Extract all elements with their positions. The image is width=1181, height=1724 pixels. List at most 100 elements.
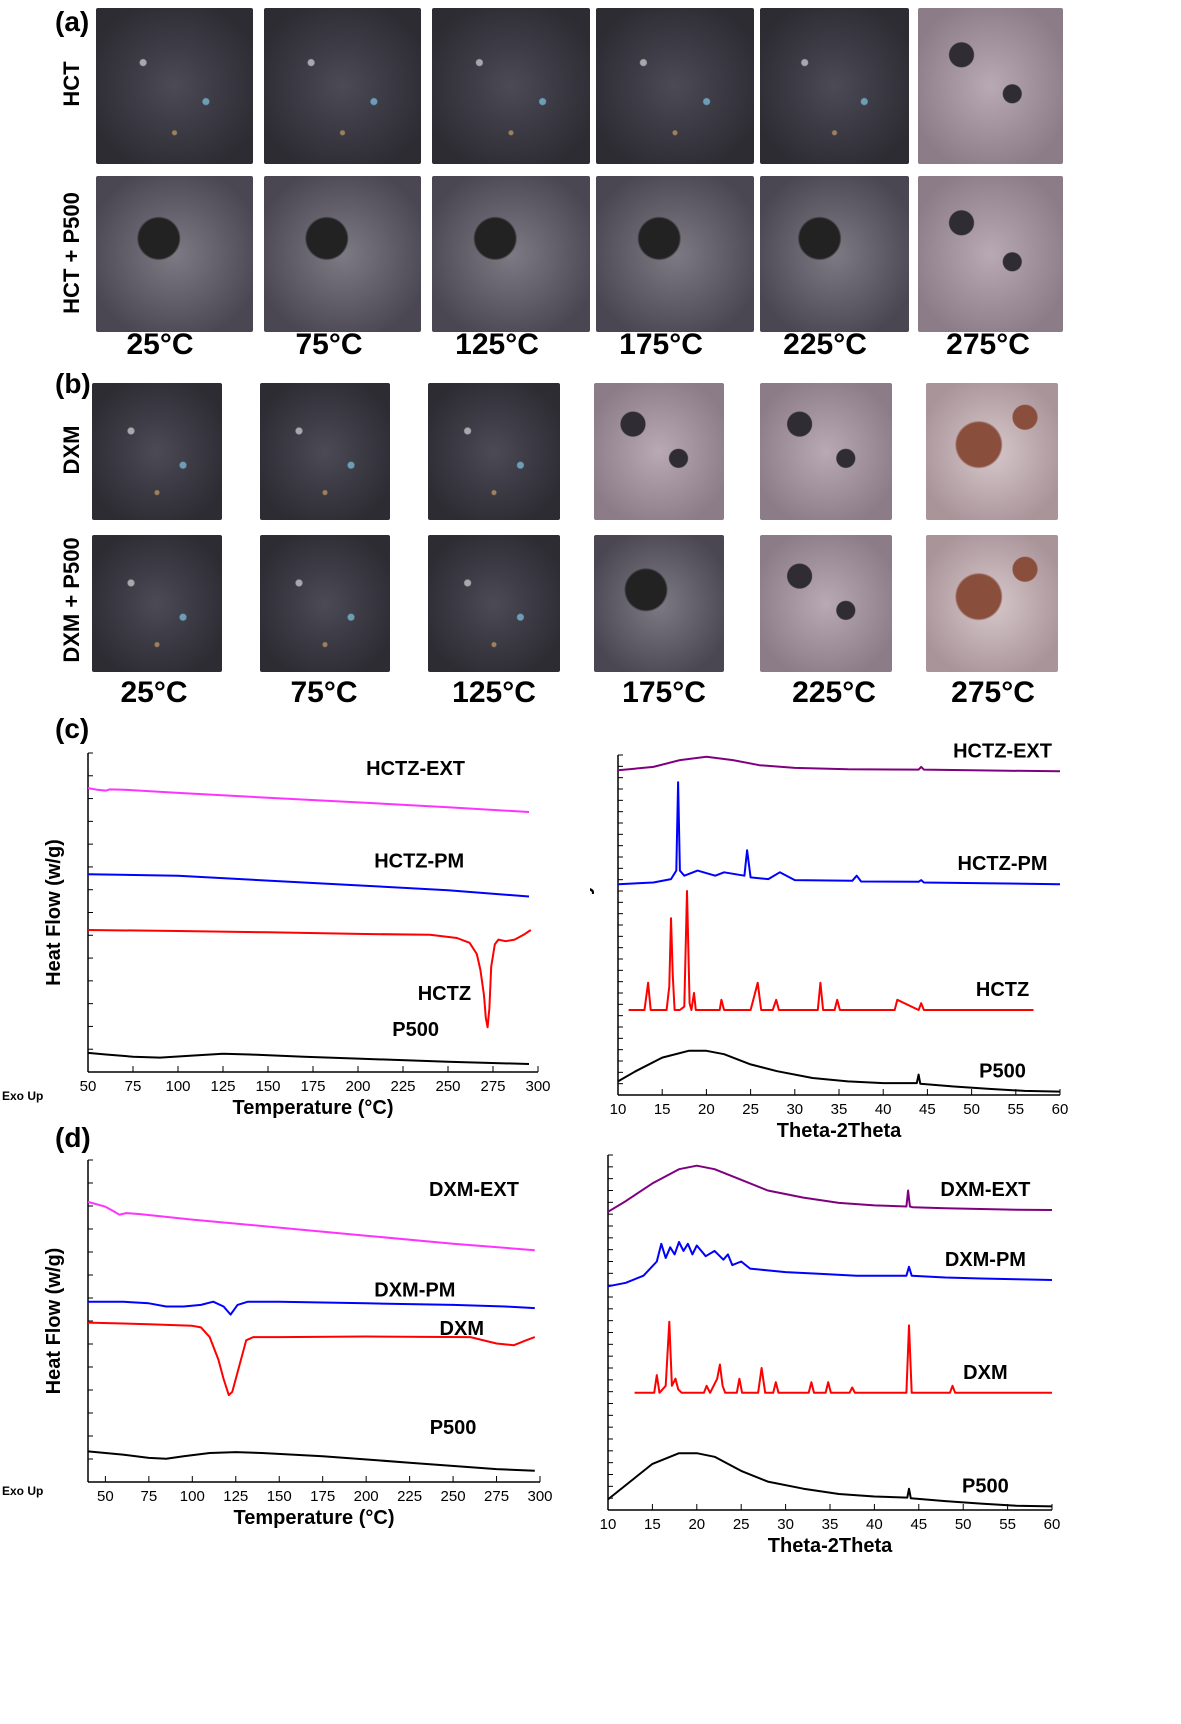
series-label: HCTZ-EXT [953, 740, 1052, 762]
panel-c-label: (c) [55, 713, 90, 744]
series-label: P500 [962, 1475, 1009, 1497]
x-tick-label: 275 [484, 1488, 509, 1505]
y-axis-title: Heat Flow (w/g) [43, 1248, 65, 1395]
x-tick-label: 20 [688, 1516, 705, 1533]
series-label: P500 [392, 1019, 439, 1041]
temp-label: 175°C [622, 676, 706, 709]
x-tick-label: 100 [180, 1488, 205, 1505]
series-label: DXM-PM [945, 1249, 1026, 1271]
x-tick-label: 125 [223, 1488, 248, 1505]
series-line-p500 [617, 1049, 1061, 1093]
micrograph-image [918, 8, 1063, 164]
x-tick-label: 55 [1007, 1101, 1024, 1118]
x-tick-label: 45 [919, 1101, 936, 1118]
series-line-dxm-pm [607, 1241, 1053, 1288]
exo-up-label: Exo Up [2, 1484, 43, 1498]
x-tick-label: 40 [866, 1516, 883, 1533]
series-line-dxm-ext [87, 1200, 535, 1252]
series-line-hctz [628, 890, 1034, 1011]
series-line-dxm-pm [88, 1300, 535, 1316]
series-label: HCTZ [976, 979, 1029, 1001]
y-axis-title: Heat Flow (w/g) [43, 839, 65, 986]
micrograph-image [760, 535, 892, 672]
series-label: HCTZ-EXT [366, 758, 465, 780]
x-tick-label: 25 [733, 1516, 750, 1533]
dsc-chart-hctz: 50 75 100 125 150 175 200 225 250 275 300 Temperatu… [2, 752, 551, 1119]
series-line-p500 [87, 1051, 530, 1065]
temp-label: 275°C [951, 676, 1035, 709]
x-axis-title: Theta-2Theta [768, 1535, 893, 1557]
x-axis-title: Theta-2Theta [777, 1120, 902, 1142]
series-label: DXM [440, 1318, 484, 1340]
x-tick-label: 10 [610, 1101, 627, 1118]
series-line-hctz [87, 929, 532, 1029]
series-label: P500 [979, 1061, 1026, 1083]
micrograph-image [260, 383, 390, 520]
x-tick-label: 225 [397, 1488, 422, 1505]
micrograph-image [926, 535, 1058, 672]
x-axis-title: Temperature (°C) [234, 1507, 395, 1529]
series-label: DXM-EXT [429, 1179, 519, 1201]
micrograph-image [432, 8, 590, 164]
x-tick-label: 250 [435, 1078, 460, 1095]
series-label: DXM-PM [374, 1280, 455, 1302]
micrograph-image [96, 176, 253, 332]
micrograph-image [92, 383, 222, 520]
series-line-hctz-ext [617, 755, 1061, 773]
x-tick-label: 275 [480, 1078, 505, 1095]
x-tick-label: 50 [963, 1101, 980, 1118]
dsc-chart-dxm: 50 75 100 125 150 175 200 225 250 275 300 Temperatu… [2, 1159, 553, 1529]
panel-d-label: (d) [55, 1122, 91, 1153]
x-tick-label: 175 [300, 1078, 325, 1095]
xrd-chart-dxm: 1015202530354045505560Theta-2ThetaIntens… [600, 1154, 1061, 1557]
x-tick-label: 300 [527, 1488, 552, 1505]
series-line-p500 [87, 1450, 535, 1472]
micrograph-image [428, 383, 560, 520]
x-tick-label: 50 [80, 1078, 97, 1095]
micrograph-image [432, 176, 590, 332]
series-label: HCTZ [418, 983, 471, 1005]
x-tick-label: 150 [255, 1078, 280, 1095]
temp-label: 25°C [120, 676, 188, 709]
temp-label: 25°C [126, 328, 194, 361]
series-label: HCTZ-PM [374, 850, 464, 872]
x-tick-label: 30 [777, 1516, 794, 1533]
temp-label: 275°C [946, 328, 1030, 361]
x-tick-label: 25 [742, 1101, 759, 1118]
series-line-p500 [607, 1452, 1053, 1508]
micrograph-image [260, 535, 390, 672]
row-label-dxm: DXM [59, 425, 84, 475]
temp-label: 225°C [792, 676, 876, 709]
micrograph-image [264, 176, 421, 332]
x-tick-label: 10 [600, 1516, 617, 1533]
x-tick-label: 20 [698, 1101, 715, 1118]
series-line-dxm [634, 1320, 1052, 1394]
micrograph-image [760, 176, 909, 332]
x-tick-label: 225 [390, 1078, 415, 1095]
x-tick-label: 60 [1052, 1101, 1069, 1118]
series-line-hctz-pm [617, 781, 1061, 886]
x-tick-label: 125 [210, 1078, 235, 1095]
series-label: DXM-EXT [940, 1179, 1030, 1201]
x-tick-label: 50 [955, 1516, 972, 1533]
series-label: P500 [430, 1417, 477, 1439]
series-label: DXM [963, 1362, 1007, 1384]
x-axis-title: Temperature (°C) [233, 1097, 394, 1119]
series-label: HCTZ-PM [958, 853, 1048, 875]
micrograph-image [594, 535, 724, 672]
x-tick-label: 35 [831, 1101, 848, 1118]
micrograph-image [918, 176, 1063, 332]
temp-label: 225°C [783, 328, 867, 361]
x-tick-label: 45 [910, 1516, 927, 1533]
x-tick-label: 40 [875, 1101, 892, 1118]
x-tick-label: 35 [822, 1516, 839, 1533]
x-tick-label: 200 [354, 1488, 379, 1505]
x-tick-label: 200 [345, 1078, 370, 1095]
y-axis-title: Intensity [590, 883, 595, 966]
x-tick-label: 175 [310, 1488, 335, 1505]
x-tick-label: 60 [1044, 1516, 1061, 1533]
micrograph-image [92, 535, 222, 672]
x-tick-label: 250 [441, 1488, 466, 1505]
temp-label: 75°C [290, 676, 358, 709]
row-label-hct: HCT [59, 61, 84, 107]
